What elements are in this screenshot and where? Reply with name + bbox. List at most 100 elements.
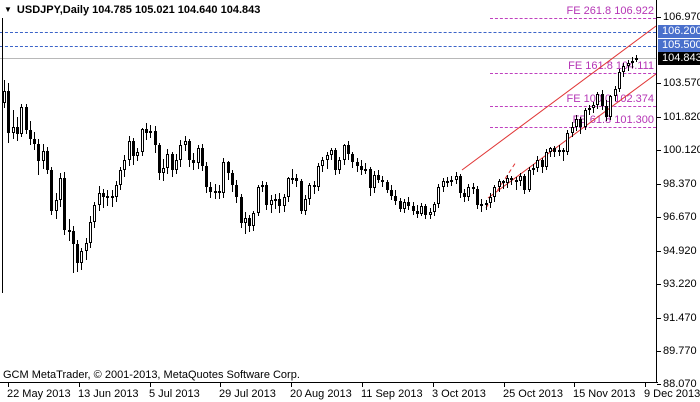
candle-body [111, 196, 114, 198]
candle-body [412, 206, 415, 211]
price-tick-label: 103.570 [663, 77, 700, 89]
symbol-dropdown-arrow-icon[interactable]: ▼ [4, 5, 12, 14]
candle-wick [245, 212, 246, 234]
candle-body [20, 107, 23, 134]
price-marker-current-bid: 104.843 [658, 52, 700, 65]
candle-body [188, 141, 191, 160]
candle-body [338, 160, 341, 170]
horizontal-line-object[interactable] [0, 32, 656, 33]
price-tick-label: 94.920 [663, 245, 697, 257]
candle-body [102, 193, 105, 197]
time-tick-label: 13 Jun 2013 [78, 388, 139, 400]
candle-body [463, 193, 466, 197]
candle-body [330, 150, 333, 155]
copyright-text: GCM MetaTrader, © 2001-2013, MetaQuotes … [3, 369, 300, 381]
time-tick-label: 3 Oct 2013 [432, 388, 486, 400]
candle-body [145, 129, 148, 133]
candle-body [227, 162, 230, 173]
candle-body [407, 202, 410, 206]
price-marker-horizontal-line: 106.200 [658, 25, 700, 38]
time-tick-label: 11 Sep 2013 [361, 388, 423, 400]
candle-body [304, 199, 307, 211]
candle-wick [327, 152, 328, 169]
candle-body [235, 185, 238, 197]
candle-body [175, 160, 178, 170]
candle-body [29, 130, 32, 139]
candle-body [171, 154, 174, 170]
time-tick-mark [8, 383, 9, 387]
candle-wick [314, 181, 315, 194]
candle-body [3, 91, 6, 103]
candle-body [149, 131, 152, 133]
price-tick-label: 88.070 [663, 378, 697, 390]
candle-body [416, 211, 419, 214]
price-tick-label: 100.120 [663, 144, 700, 156]
time-tick-label: 25 Oct 2013 [503, 388, 563, 400]
time-tick-mark [79, 383, 80, 387]
time-tick-mark [150, 383, 151, 387]
price-tick-label: 101.820 [663, 111, 700, 123]
candle-body [123, 160, 126, 170]
candle-body [347, 145, 350, 154]
candle-body [274, 199, 277, 201]
candle-body [106, 196, 109, 198]
candle-wick [275, 194, 276, 209]
candle-body [394, 196, 397, 201]
candle-wick [13, 110, 14, 139]
candle-body [119, 170, 122, 185]
candle-wick [73, 226, 74, 273]
candle-body [399, 201, 402, 209]
candle-body [429, 212, 432, 215]
chart-title: ▼ USDJPY,Daily 104.785 105.021 104.640 10… [4, 4, 260, 16]
candle-body [72, 231, 75, 244]
price-tick-label: 89.770 [663, 345, 697, 357]
time-tick-mark [291, 383, 292, 387]
candle-body [42, 151, 45, 161]
candle-body [326, 155, 329, 160]
candle-body [192, 160, 195, 163]
candle-body [257, 187, 260, 213]
candle-body [446, 181, 449, 183]
candle-body [222, 162, 225, 193]
candle-body [424, 206, 427, 215]
candle-body [201, 148, 204, 166]
candle-body [265, 185, 268, 205]
price-tick-mark [657, 83, 661, 84]
candle-body [283, 197, 286, 206]
candle-body [154, 131, 157, 145]
price-tick-mark [657, 217, 661, 218]
price-tick-label: 96.670 [663, 211, 697, 223]
candle-body [16, 127, 19, 134]
candle-body [231, 173, 234, 185]
time-tick-label: 5 Jul 2013 [149, 388, 200, 400]
price-tick-mark [657, 17, 661, 18]
price-tick-label: 93.220 [663, 278, 697, 290]
candle-body [209, 187, 212, 192]
price-tick-label: 98.370 [663, 178, 697, 190]
candle-body [80, 251, 83, 263]
candle-body [252, 213, 255, 226]
horizontal-line-object[interactable] [0, 46, 656, 47]
candle-wick [112, 190, 113, 207]
candle-body [240, 197, 243, 223]
candle-body [442, 181, 445, 187]
ohlc-quote-text: 104.785 105.021 104.640 104.843 [92, 4, 261, 16]
candle-body [205, 166, 208, 187]
candle-wick [292, 169, 293, 184]
time-axis-border [0, 382, 658, 383]
candle-body [85, 243, 88, 251]
time-tick-label: 20 Aug 2013 [290, 388, 352, 400]
candle-body [132, 141, 135, 156]
candle-body [25, 107, 28, 130]
candle-body [278, 199, 281, 206]
fib-expansion-level-line[interactable] [490, 18, 656, 19]
candle-body [12, 127, 15, 133]
price-tick-mark [657, 351, 661, 352]
price-tick-label: 106.970 [663, 11, 700, 23]
candle-body [369, 169, 372, 188]
candle-body [476, 189, 479, 205]
candle-body [459, 176, 462, 193]
candle-body [214, 191, 217, 193]
